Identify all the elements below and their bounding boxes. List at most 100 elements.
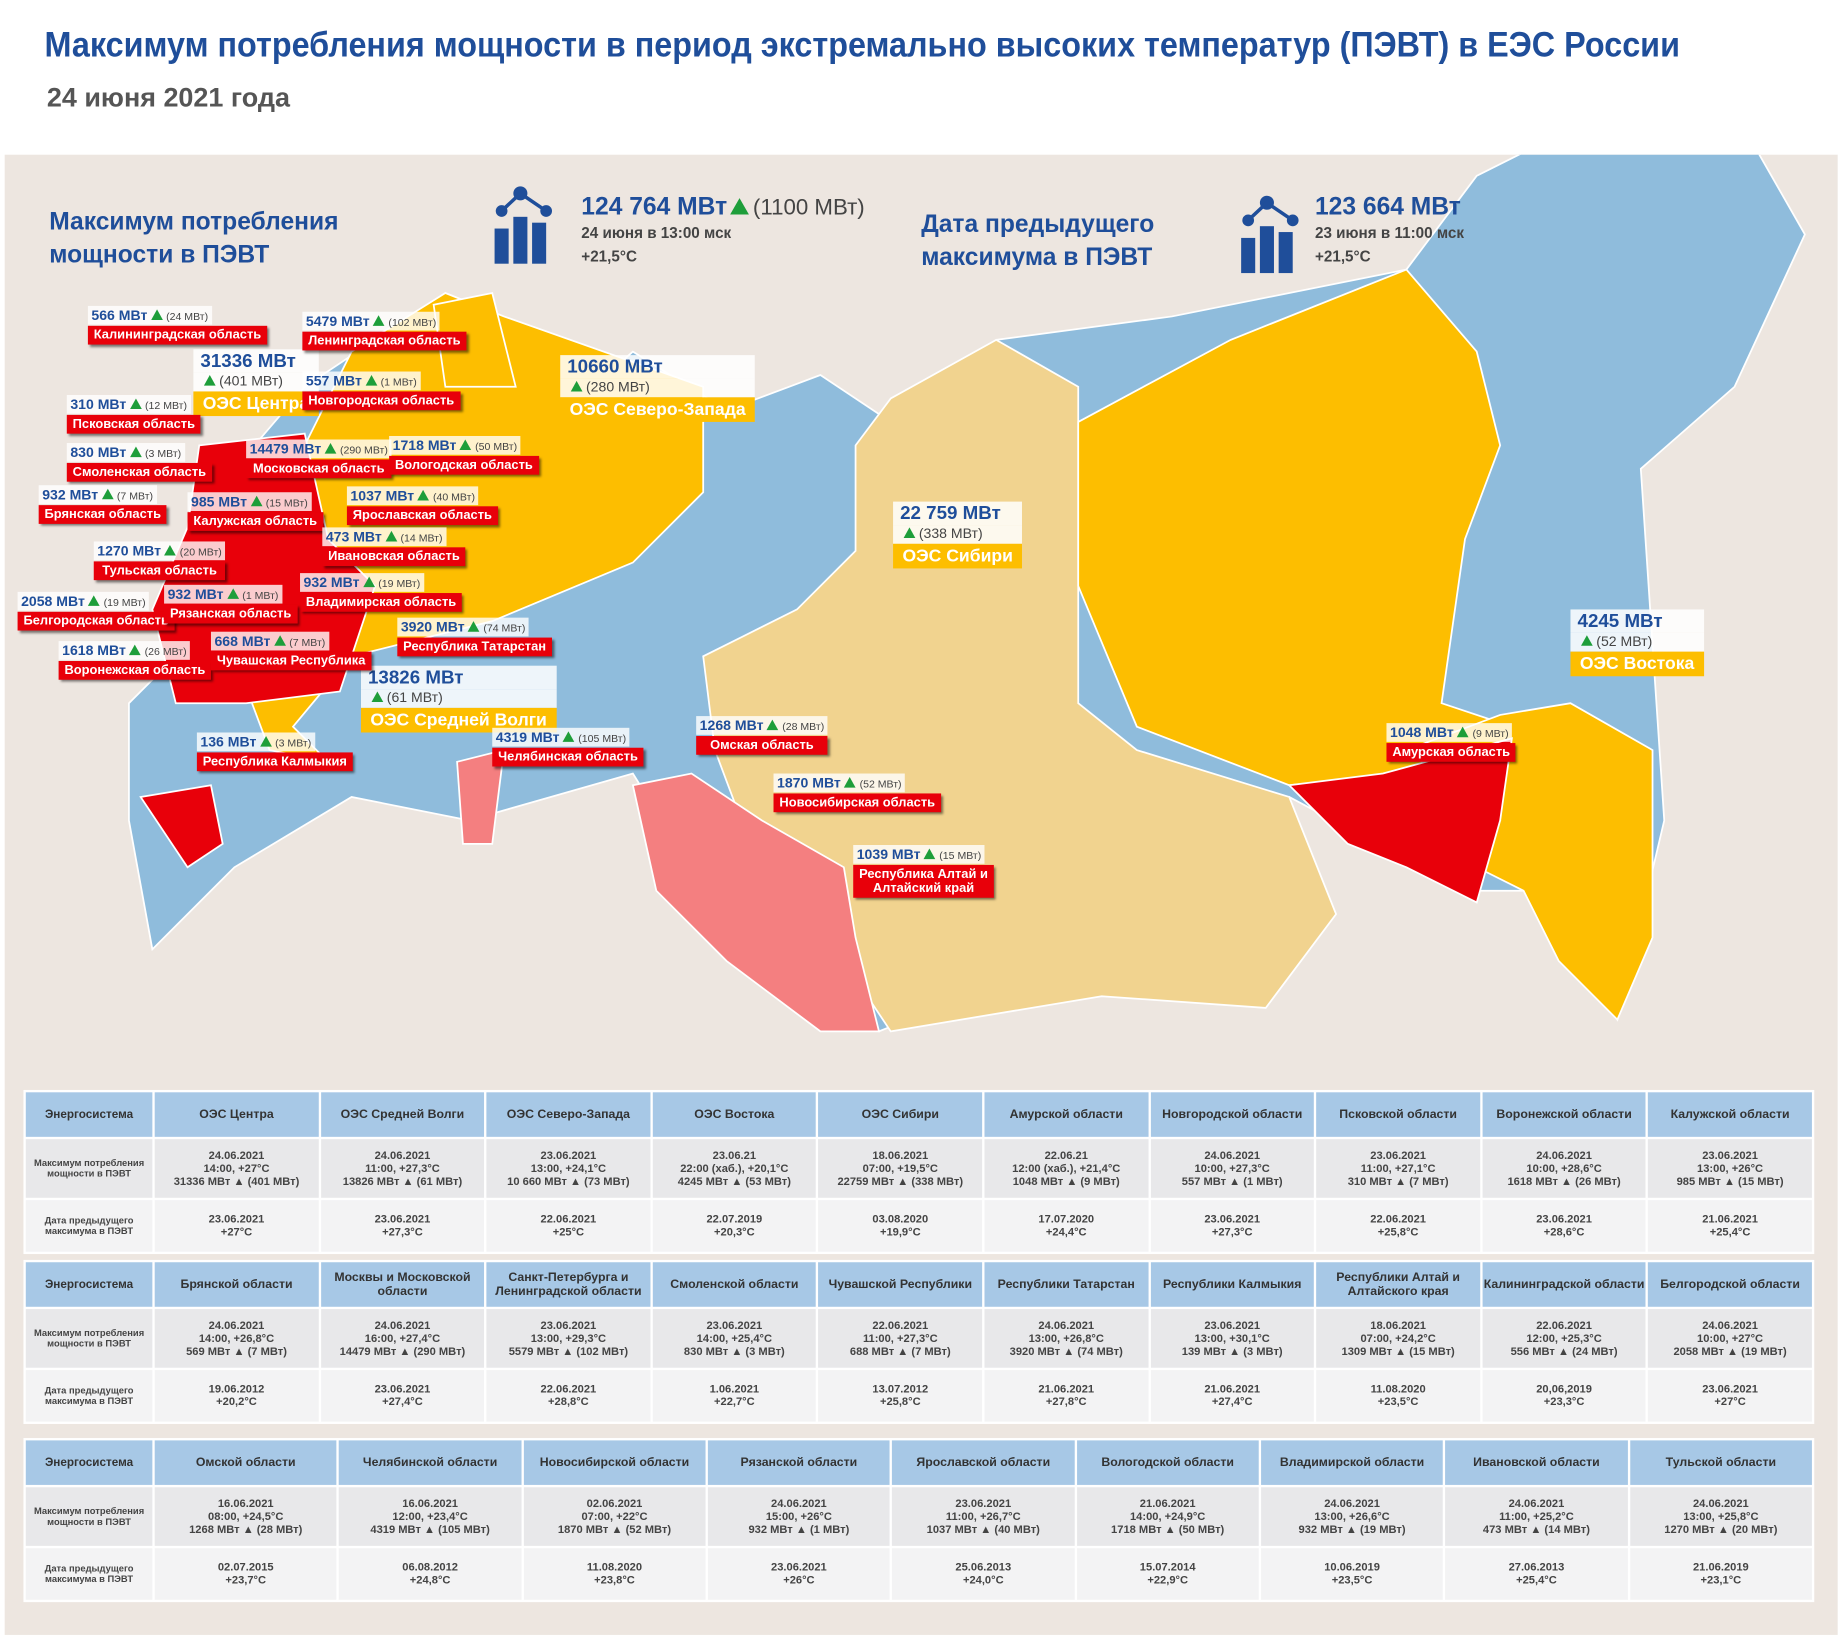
up-icon [373, 315, 385, 326]
callout-delta-row: (52 МВт) [1570, 632, 1704, 652]
callout-name: Омская область [696, 736, 828, 755]
cell-line: 932 МВт ▲ (1 МВт) [748, 1523, 850, 1536]
up-icon [250, 495, 263, 507]
region-callout: 3920 МВт (74 МВт) Республика Татарстан [397, 616, 552, 657]
cell-line: 23.06.2021 [1536, 1213, 1592, 1226]
cell-line: 18.06.2021 [1370, 1319, 1426, 1332]
callout-name: Московская область [246, 459, 392, 479]
cell-line: 13:00, +30,1°С [1194, 1331, 1270, 1345]
cell-line: +25,8°С [1377, 1225, 1419, 1239]
callout-value-row: 310 МВт (12 МВт) [66, 394, 191, 414]
up-icon [924, 848, 936, 860]
cell-line: 4245 МВт ▲ (53 МВт) [677, 1174, 791, 1188]
cell-line: 13:00, +26,6°С [1314, 1510, 1390, 1524]
data-table: Энергосистема Омской области Челябинской о… [23, 1438, 1815, 1603]
up-icon [101, 488, 114, 500]
cell-line: 2058 МВт ▲ (19 МВт) [1673, 1344, 1787, 1358]
cell-line: 23.06.2021 [374, 1382, 431, 1396]
region-callout: 932 МВт (1 МВт) Рязанская область [164, 584, 298, 624]
data-table: Энергосистема ОЭС Центра ОЭС Средней Волги… [23, 1089, 1815, 1255]
previous-temp: +21,5°С [1314, 247, 1371, 265]
up-icon [570, 380, 583, 392]
cell-line: 16:00, +27,4°С [364, 1331, 441, 1345]
cell-line: 830 МВт ▲ (3 МВт) [683, 1344, 785, 1358]
up-icon [129, 398, 142, 410]
up-icon [164, 544, 177, 556]
region-callout: 4319 МВт (105 МВт) Челябинская область [492, 727, 644, 767]
cell-line: 556 МВт ▲ (24 МВт) [1510, 1344, 1618, 1358]
up-icon [766, 719, 779, 731]
callout-delta: (9 МВт) [1472, 727, 1509, 740]
callout-delta: (15 МВт) [939, 849, 982, 862]
header-cell: Республики Татарстан [984, 1262, 1149, 1307]
cell-line: 22.06.2021 [1536, 1319, 1592, 1332]
header-cell: Ярославской области [892, 1440, 1075, 1485]
header-cell: Новгородской области [1150, 1092, 1314, 1137]
cell-line: 23.06.2021 [1204, 1213, 1261, 1226]
header-row: Энергосистема ОЭС Центра ОЭС Средней Волги… [25, 1092, 1812, 1137]
header-cell: Калужской области [1648, 1092, 1812, 1137]
table-cell: 24.06.2021 13:00, +26,6°С 932 МВт ▲ (19 МВ… [1261, 1487, 1444, 1546]
up-icon [324, 443, 337, 454]
callout-name: Воронежская область [58, 661, 212, 680]
callout-delta-row: (401 МВт) [193, 372, 319, 392]
oes-callout: 13826 МВт (61 МВт) ОЭС Средней Волги [360, 665, 557, 733]
table-cell: 24.06.2021 11:00, +25,2°С 473 МВт ▲ (14 МВ… [1445, 1487, 1628, 1546]
callout-name: Калужская область [187, 512, 323, 531]
cell-line: 12:00, +23,4°С [392, 1510, 468, 1524]
table-cell: 21.06.2021 +27,4°С [1150, 1370, 1314, 1422]
header-cell: ОЭС Средней Волги [320, 1092, 485, 1137]
table-cell: 1.06.2021 +22,7°С [652, 1370, 817, 1422]
region-callout: 310 МВт (12 МВт) Псковская область [66, 394, 201, 434]
cell-line: 932 МВт ▲ (19 МВт) [1298, 1523, 1406, 1536]
callout-value: 13826 МВт [360, 665, 557, 690]
callout-value: 668 МВт [214, 632, 271, 650]
table-cell: 22.06.2021 12:00, +25,3°С 556 МВт ▲ (24 МВ… [1482, 1309, 1646, 1368]
callout-value-row: 932 МВт (7 МВт) [38, 485, 157, 504]
table-cell: 20,06,2019 +23,3°С [1482, 1370, 1646, 1422]
cell-line: 18.06.2021 [872, 1149, 929, 1163]
region [631, 772, 881, 1033]
table-cell: 23.06.21 22:00 (хаб.), +20,1°С 4245 МВт ▲ … [652, 1139, 817, 1198]
cell-line: 25.06.2013 [955, 1561, 1012, 1574]
cell-line: 07:00, +19,5°С [862, 1162, 938, 1175]
callout-delta: (50 МВт) [475, 440, 518, 453]
region-callout: 985 МВт (15 МВт) Калужская область [187, 491, 323, 531]
summary-title: Дата предыдущего максимума в ПЭВТ [921, 210, 1155, 271]
table-cell: 19.06.2012 +20,2°С [154, 1370, 319, 1422]
up-icon [468, 621, 480, 632]
up-icon [203, 375, 216, 386]
cell-line: 13:00, +25,8°С [1683, 1510, 1759, 1524]
callout-delta: (52 МВт) [859, 778, 902, 790]
cell-line: 10.06.2019 [1324, 1561, 1380, 1574]
cell-line: +25,8°С [879, 1395, 921, 1409]
cell-line: 23.06.2021 [1370, 1149, 1426, 1163]
up-icon [273, 635, 286, 646]
current-temp: +21,5°С [581, 247, 637, 265]
cell-line: 21.06.2021 [1702, 1213, 1758, 1226]
cell-line: 14:00, +27°С [203, 1162, 270, 1175]
header-cell: ОЭС Северо-Запада [486, 1092, 651, 1137]
summary-previous: 123 664 МВт 23 июня в 11:00 мск +21,5°С [1315, 193, 1464, 268]
region-callout: 1618 МВт (26 МВт) Воронежская область [58, 640, 212, 680]
table-cell: 23.06.2021 13:00, +30,1°С 139 МВт ▲ (3 МВт… [1150, 1309, 1314, 1368]
callout-value-row: 566 МВт (24 МВт) [87, 305, 212, 325]
table-cell: 18.06.2021 07:00, +24,2°С 1309 МВт ▲ (15 М… [1316, 1309, 1480, 1368]
callout-delta: (290 МВт) [339, 444, 388, 456]
region-callout: 14479 МВт (290 МВт) Московская область [246, 438, 392, 479]
subtitle: 24 июня 2021 года [46, 82, 290, 113]
cell-line: +20,3°С [714, 1225, 755, 1239]
cell-line: 21.06.2019 [1692, 1561, 1749, 1574]
region [1287, 737, 1513, 904]
header-row: Энергосистема Омской области Челябинской о… [25, 1440, 1812, 1485]
header-cell: Челябинской области [339, 1440, 522, 1485]
header-cell: Калининградской области [1482, 1262, 1646, 1307]
cell-line: 02.07.2015 [217, 1561, 274, 1574]
up-icon [417, 489, 430, 501]
cell-line: 23.06.2021 [1702, 1149, 1758, 1163]
table-cell: 23.06.2021 11:00, +26,7°С 1037 МВт ▲ (40 М… [892, 1487, 1075, 1546]
callout-value: 1048 МВт [1389, 724, 1454, 741]
table-cell: 27.06.2013 +25,4°С [1445, 1548, 1628, 1600]
cell-line: 557 МВт ▲ (1 МВт) [1181, 1174, 1283, 1188]
